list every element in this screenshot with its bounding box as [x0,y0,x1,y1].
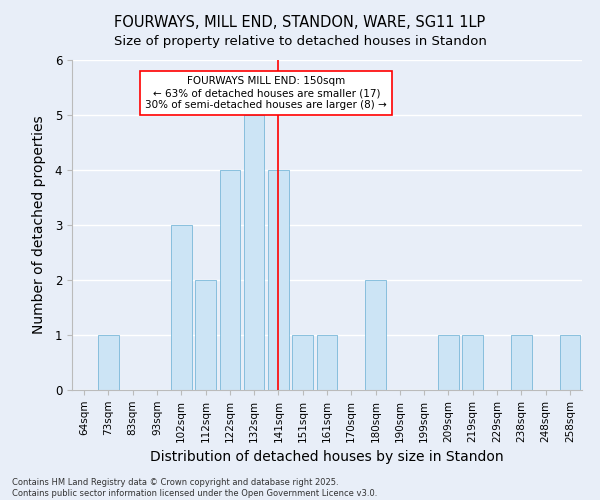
Bar [463,335,483,390]
Text: Size of property relative to detached houses in Standon: Size of property relative to detached ho… [113,35,487,48]
X-axis label: Distribution of detached houses by size in Standon: Distribution of detached houses by size … [150,450,504,464]
Bar [511,335,532,390]
Bar [438,335,459,390]
Bar [268,170,289,390]
Text: FOURWAYS, MILL END, STANDON, WARE, SG11 1LP: FOURWAYS, MILL END, STANDON, WARE, SG11 … [115,15,485,30]
Bar [98,335,119,390]
Bar [292,335,313,390]
Bar [195,280,216,390]
Bar [171,225,191,390]
Bar [365,280,386,390]
Bar [244,115,265,390]
Bar [560,335,580,390]
Y-axis label: Number of detached properties: Number of detached properties [32,116,46,334]
Bar [317,335,337,390]
Text: FOURWAYS MILL END: 150sqm
← 63% of detached houses are smaller (17)
30% of semi-: FOURWAYS MILL END: 150sqm ← 63% of detac… [145,76,387,110]
Text: Contains HM Land Registry data © Crown copyright and database right 2025.
Contai: Contains HM Land Registry data © Crown c… [12,478,377,498]
Bar [220,170,240,390]
